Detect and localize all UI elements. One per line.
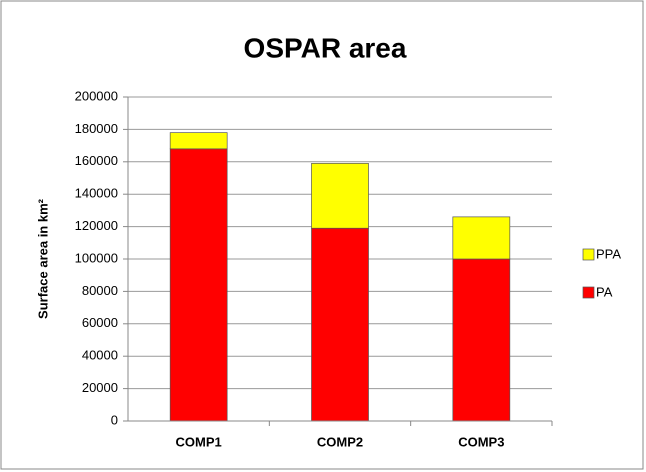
bar-segment [311, 227, 369, 422]
y-tick-label: 160000 [75, 153, 118, 168]
bar-segment [311, 163, 369, 229]
x-tick-label: COMP3 [458, 434, 504, 449]
y-tick-label: 100000 [75, 250, 118, 265]
y-tick-label: 80000 [82, 283, 118, 298]
x-tick-label: COMP1 [176, 434, 222, 449]
bar-segment [169, 148, 228, 422]
y-tick-label: 20000 [82, 380, 118, 395]
bar-segment [169, 132, 228, 150]
bar-segment [452, 216, 511, 260]
y-tick-label: 60000 [82, 315, 118, 330]
legend-label: PPA [596, 246, 621, 261]
y-tick-label: 200000 [75, 88, 118, 103]
y-tick-label: 120000 [75, 218, 118, 233]
y-axis-title: Surface area in km² [35, 198, 50, 319]
legend-label: PA [596, 284, 613, 299]
bar-segment [452, 258, 511, 422]
y-tick-label: 0 [111, 412, 118, 427]
y-tick-label: 140000 [75, 186, 118, 201]
legend-swatch [582, 248, 595, 261]
chart-title: OSPAR area [244, 32, 407, 63]
y-tick-label: 180000 [75, 121, 118, 136]
y-tick-label: 40000 [82, 348, 118, 363]
x-tick-label: COMP2 [317, 434, 363, 449]
legend-swatch [582, 286, 595, 299]
